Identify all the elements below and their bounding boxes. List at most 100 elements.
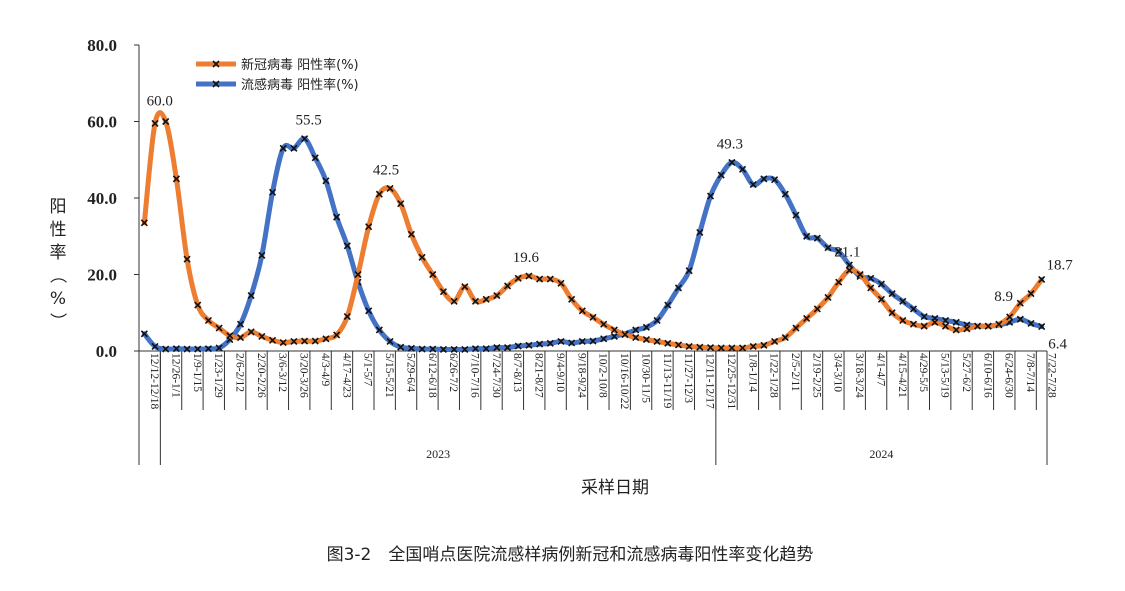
year-label: 2023 [426,447,450,461]
data-point-marker [867,274,875,282]
x-tick-label: 8/7-8/13 [511,353,523,392]
x-tick-label: 9/4-9/10 [554,353,566,392]
data-point-marker [824,293,832,302]
data-point-marker [952,326,960,334]
data-point-marker [653,316,661,324]
data-point-marker [642,323,650,331]
data-point-marker [290,144,298,152]
data-point-marker [258,251,266,259]
x-tick-label: 6/24-6/30 [1003,353,1015,398]
data-point-marker [920,322,928,330]
data-point-marker [365,223,373,231]
data-point-marker [717,171,725,179]
data-point-marker [610,326,618,334]
y-axis-title-char: 性 [50,220,67,240]
data-point-marker [343,242,351,250]
data-point-marker [1006,313,1014,321]
x-tick-label: 7/24-7/30 [490,353,502,398]
x-tick-label: 6/12-6/18 [426,353,438,398]
data-point-marker [450,345,458,354]
data-point-marker [204,316,213,324]
y-tick-label: 20.0 [87,266,117,285]
data-point-marker [1038,275,1046,284]
data-point-marker [984,322,992,330]
data-point-marker [546,275,554,283]
data-point-marker [247,328,255,336]
data-point-marker [236,320,245,328]
data-point-marker [258,332,266,341]
data-label: 42.5 [373,162,399,178]
data-point-marker [696,343,704,351]
data-point-marker [578,307,586,315]
data-point-marker [514,342,522,350]
x-tick-label: 7/22-7/28 [1045,353,1057,398]
data-point-marker [322,177,330,185]
x-tick-label: 7/8-7/14 [1024,353,1036,392]
data-point-marker [845,266,853,274]
data-point-marker [247,291,255,300]
y-axis-title-char: ） [47,313,67,330]
data-point-marker [546,339,554,347]
x-tick-label: 5/13-5/19 [939,353,951,398]
data-point-marker [824,244,832,252]
data-point-marker [792,211,800,219]
data-point-marker [311,154,319,162]
data-point-marker [856,270,864,279]
year-label: 2024 [869,447,893,461]
data-point-marker [888,290,896,298]
x-tick-label: 5/1-5/7 [362,353,374,386]
data-point-marker [429,270,437,279]
x-tick-label: 10/16-10/22 [618,353,630,409]
data-point-marker [706,192,715,200]
data-point-marker [568,295,576,303]
data-point-marker [781,190,789,198]
data-point-marker [172,345,180,353]
y-tick-label: 40.0 [87,189,117,208]
data-point-marker [728,344,736,352]
data-point-marker [738,165,747,173]
data-point-marker [215,344,223,352]
data-point-marker [525,341,533,349]
y-axis-title-char: （ [47,267,67,284]
data-point-marker [172,175,180,183]
data-point-marker [151,342,159,350]
data-point-marker [301,337,309,345]
data-point-marker [685,342,693,350]
data-point-marker [803,232,811,240]
data-point-marker [268,336,277,344]
x-tick-label: 6/10-6/16 [981,353,993,398]
data-point-marker [835,278,843,286]
x-tick-label: 4/1-4/7 [874,353,886,386]
data-point-marker [397,200,405,208]
axes: 0.0 20.0 40.0 60.0 80.0 阳性率 （% ） 12/12-12/18 12/2… [47,36,1057,465]
data-point-marker [1016,299,1024,307]
data-point-marker [407,230,415,238]
x-tick-label: 3/18-3/24 [853,353,865,398]
data-point-marker [888,309,896,317]
data-point-marker [867,284,875,292]
data-point-marker [557,337,565,346]
data-point-marker [151,119,159,127]
data-point-marker [845,261,853,269]
data-point-marker [696,228,704,236]
data-point-marker [909,320,918,328]
data-point-marker [162,117,170,126]
x-tick-label: 5/27-6/2 [960,353,972,392]
y-axis-title-char: % [50,289,66,309]
x-tick-label: 1/23-1/29 [212,353,224,398]
data-point-marker [568,339,576,347]
legend-label: 流感病毒 阳性率(%) [241,77,359,93]
x-tick-label: 12/25-12/31 [725,353,737,409]
data-label: 8.9 [994,289,1013,305]
data-point-marker [749,342,757,350]
data-point-marker [771,176,779,184]
x-tick-label: 10/30-11/5 [639,353,651,403]
data-point-marker [514,274,522,282]
data-point-marker [290,337,298,346]
x-tick-label: 11/27-12/3 [682,353,694,403]
x-tick-label: 12/11-12/17 [704,353,716,409]
data-point-marker [674,341,683,349]
data-point-marker [610,332,618,341]
